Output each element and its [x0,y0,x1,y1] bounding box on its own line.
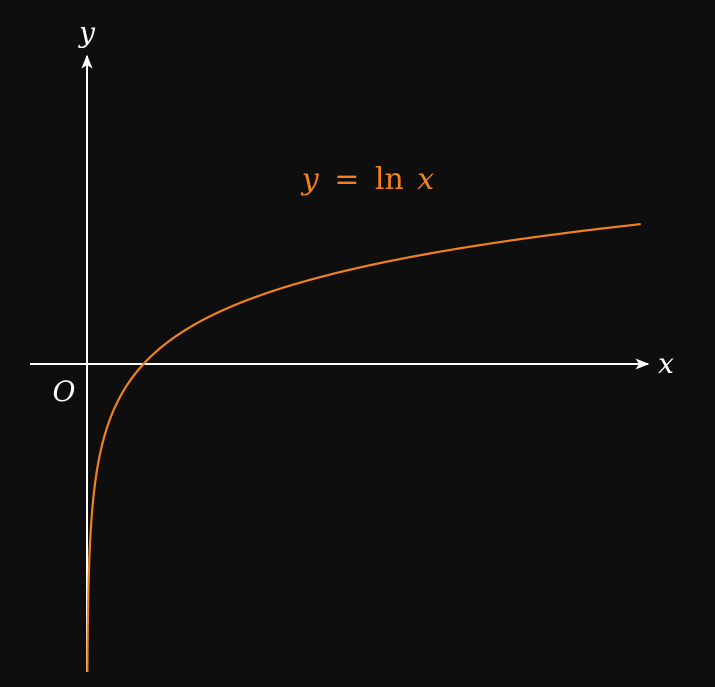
annotation-fn: ln [375,162,404,197]
annotation-eq: = [334,162,359,197]
origin-label: O [53,375,76,408]
annotation-arg: x [417,162,434,197]
series-ln-x-line [86,222,641,673]
x-axis-label: x [658,347,674,380]
y-axis-label: y [77,16,96,49]
annotation-var: y [300,162,320,197]
curve-annotation: y = ln x [300,162,435,197]
